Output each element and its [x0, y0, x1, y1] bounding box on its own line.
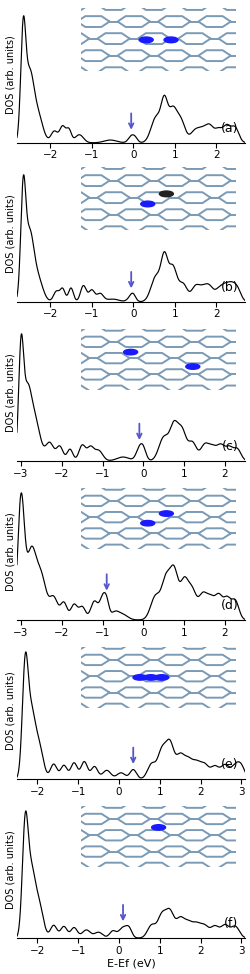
- Y-axis label: DOS (arb. units): DOS (arb. units): [6, 830, 16, 909]
- Y-axis label: DOS (arb. units): DOS (arb. units): [6, 194, 16, 273]
- Y-axis label: DOS (arb. units): DOS (arb. units): [6, 35, 16, 114]
- Text: (d): (d): [220, 599, 238, 612]
- Text: (e): (e): [220, 758, 238, 770]
- Y-axis label: DOS (arb. units): DOS (arb. units): [6, 353, 16, 431]
- X-axis label: E-Ef (eV): E-Ef (eV): [106, 958, 155, 968]
- Text: (b): (b): [220, 281, 238, 293]
- Text: (c): (c): [221, 439, 238, 453]
- Y-axis label: DOS (arb. units): DOS (arb. units): [6, 671, 16, 750]
- Y-axis label: DOS (arb. units): DOS (arb. units): [6, 512, 16, 590]
- Text: (f): (f): [224, 917, 238, 930]
- Text: (a): (a): [220, 122, 238, 134]
